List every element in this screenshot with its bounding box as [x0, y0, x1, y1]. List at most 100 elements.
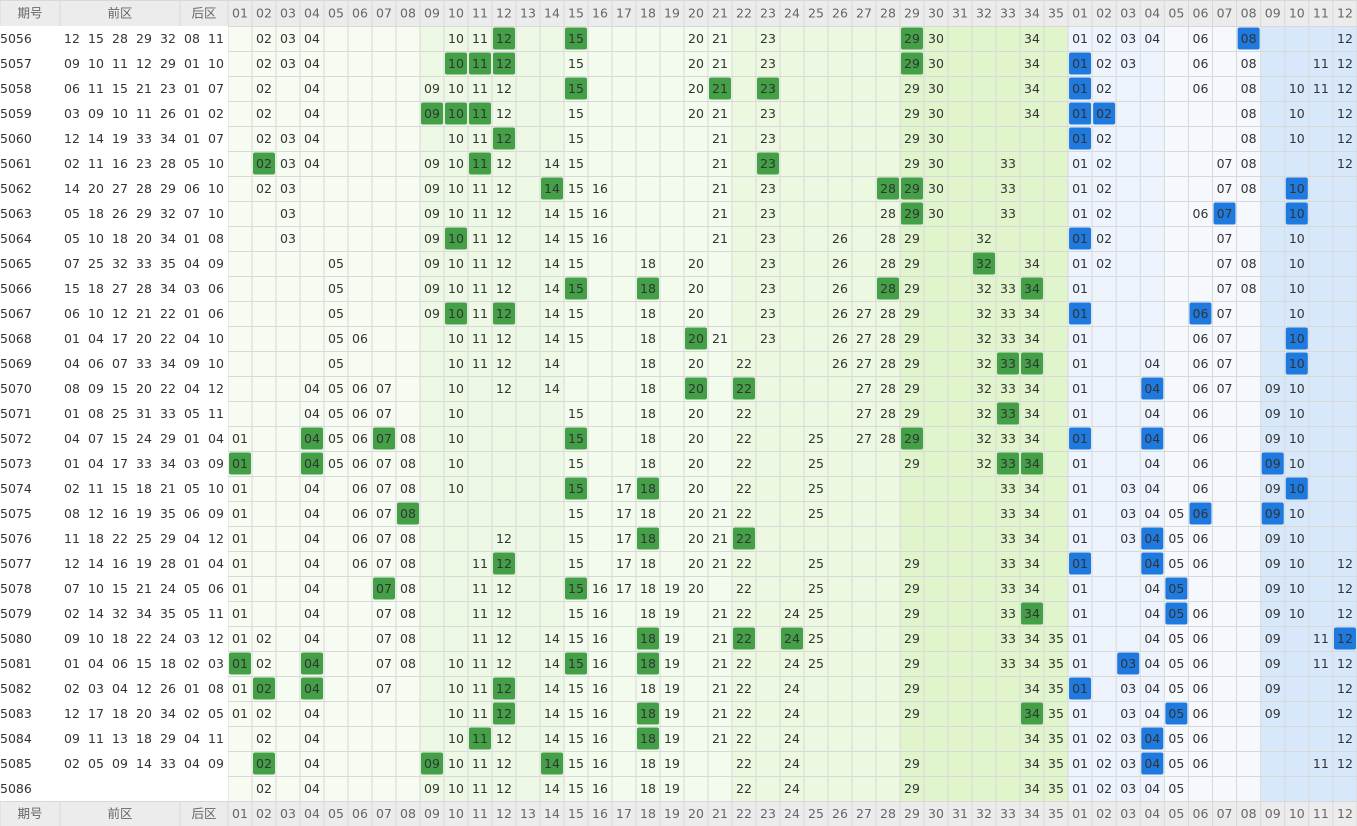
gf-cell: 07	[376, 381, 392, 396]
gf-cell: 10	[448, 331, 464, 346]
header-front-col: 10	[448, 6, 464, 21]
gf-cell: 02	[256, 56, 272, 71]
header-front-col: 18	[640, 6, 656, 21]
gb-cell: 09	[1265, 706, 1281, 721]
footer-front-col: 05	[328, 806, 344, 821]
gf-cell: 21	[712, 56, 728, 71]
gf-cell: 01	[232, 631, 248, 646]
front-draw: 11	[88, 481, 104, 496]
gf-hit-bg	[493, 127, 515, 150]
gb-cell: 08	[1241, 281, 1257, 296]
gf-cell: 14	[544, 781, 560, 796]
gb-hit: 04	[1144, 531, 1160, 546]
gf-cell: 15	[568, 706, 584, 721]
gf-hit-bg	[301, 652, 323, 675]
gf-cell: 14	[544, 256, 560, 271]
gf-hit-bg	[301, 677, 323, 700]
front-draw: 29	[160, 431, 176, 446]
footer-back-col: 05	[1168, 806, 1184, 821]
gf-cell: 03	[280, 231, 296, 246]
gf-hit: 24	[784, 631, 800, 646]
gf-cell: 18	[640, 456, 656, 471]
gb-hit: 05	[1168, 706, 1184, 721]
gf-cell: 10	[448, 131, 464, 146]
gb-cell: 08	[1241, 106, 1257, 121]
gb-cell: 10	[1289, 106, 1305, 121]
issue-bg	[0, 426, 228, 451]
gb-hit: 01	[1072, 106, 1088, 121]
gf-cell: 08	[400, 631, 416, 646]
gf-hit-bg	[493, 552, 515, 575]
front-draw: 16	[112, 556, 128, 571]
front-draw: 26	[112, 206, 128, 221]
gf-cell: 10	[448, 256, 464, 271]
gf-cell: 33	[1000, 531, 1016, 546]
footer-front-col: 35	[1048, 806, 1064, 821]
gf-cell: 29	[904, 656, 920, 671]
gf-hit-bg	[1021, 277, 1043, 300]
front-draw: 07	[64, 581, 80, 596]
gf-cell: 35	[1048, 756, 1064, 771]
gb-cell: 04	[1144, 606, 1160, 621]
front-draw: 20	[88, 181, 104, 196]
gb-hit-bg	[1069, 52, 1092, 75]
header-front-col: 08	[400, 6, 416, 21]
gb-hit: 12	[1337, 631, 1353, 646]
gf-cell: 11	[472, 331, 488, 346]
gf-cell: 04	[304, 556, 320, 571]
back-draw: 12	[208, 381, 224, 396]
gf-cell: 02	[256, 656, 272, 671]
gb-cell: 03	[1120, 756, 1136, 771]
gb-cell: 09	[1265, 631, 1281, 646]
gb-cell: 09	[1265, 406, 1281, 421]
back-draw: 11	[208, 31, 224, 46]
gf-cell: 08	[400, 531, 416, 546]
gf-hit: 11	[472, 106, 488, 121]
front-draw: 02	[64, 606, 80, 621]
issue-bg	[0, 776, 228, 801]
gf-cell: 12	[496, 356, 512, 371]
front-draw: 34	[160, 231, 176, 246]
gf-cell: 20	[688, 456, 704, 471]
gf-hit: 02	[256, 681, 272, 696]
gf-cell: 34	[1024, 581, 1040, 596]
gf-hit-bg	[973, 252, 995, 275]
gf-hit-bg	[637, 652, 659, 675]
gf-hit: 22	[736, 381, 752, 396]
gb-cell: 10	[1289, 281, 1305, 296]
gb-cell: 06	[1193, 406, 1209, 421]
front-draw: 10	[88, 56, 104, 71]
front-draw: 24	[160, 631, 176, 646]
gb-cell: 07	[1217, 231, 1233, 246]
gb-cell: 12	[1337, 606, 1353, 621]
gf-hit-bg	[229, 452, 251, 475]
gf-cell: 03	[280, 156, 296, 171]
gb-cell: 10	[1289, 231, 1305, 246]
gb-hit-bg	[1069, 427, 1092, 450]
gf-cell: 05	[328, 331, 344, 346]
gf-cell: 25	[808, 556, 824, 571]
header-back-col: 05	[1168, 6, 1184, 21]
gf-hit: 34	[1024, 606, 1040, 621]
gb-cell: 04	[1144, 706, 1160, 721]
gb-hit: 02	[1096, 106, 1112, 121]
gb-cell: 01	[1072, 381, 1088, 396]
back-draw: 08	[184, 31, 200, 46]
issue: 2025084	[0, 731, 32, 746]
gf-hit: 12	[496, 56, 512, 71]
gf-cell: 04	[304, 706, 320, 721]
gf-cell: 06	[352, 431, 368, 446]
gb-hit: 01	[1072, 556, 1088, 571]
gf-cell: 29	[904, 781, 920, 796]
gf-cell: 14	[544, 231, 560, 246]
gf-cell: 29	[904, 556, 920, 571]
front-draw: 33	[136, 131, 152, 146]
front-draw: 09	[88, 106, 104, 121]
gb-cell: 01	[1072, 506, 1088, 521]
gf-cell: 15	[568, 106, 584, 121]
front-draw: 20	[136, 706, 152, 721]
front-draw: 29	[160, 731, 176, 746]
front-draw: 03	[64, 106, 80, 121]
gb-cell: 01	[1072, 31, 1088, 46]
